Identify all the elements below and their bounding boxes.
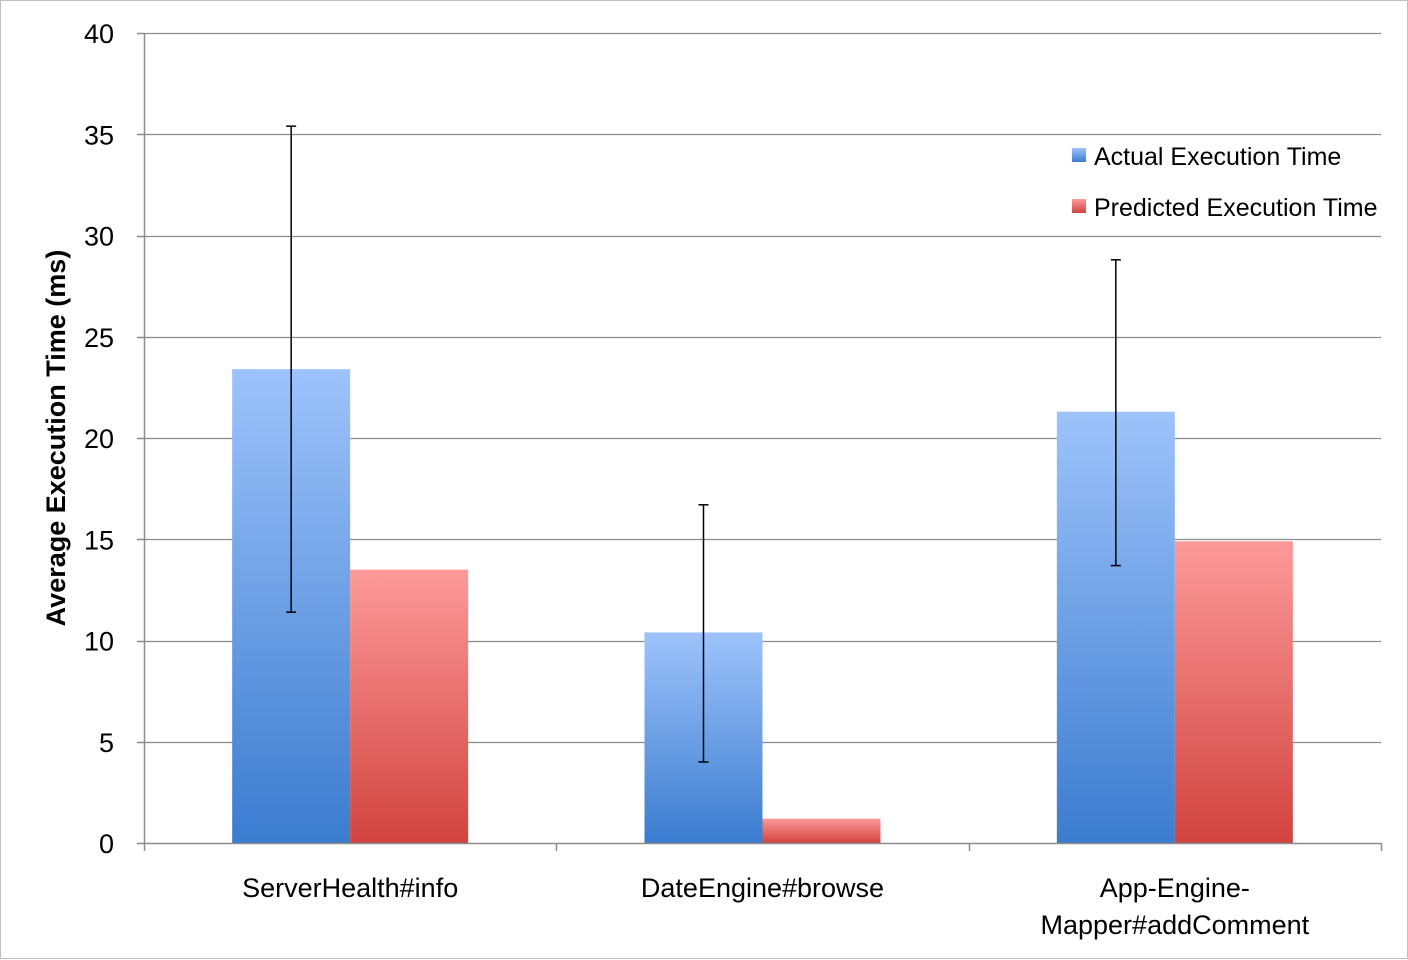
- legend-label: Predicted Execution Time: [1094, 194, 1377, 222]
- y-axis-title: Average Execution Time (ms): [41, 250, 71, 627]
- y-tick-label: 25: [84, 323, 114, 353]
- bar-predicted-1: [762, 818, 881, 843]
- legend-item-actual: Actual Execution Time: [1072, 143, 1341, 171]
- error-bar-0: [286, 125, 297, 613]
- y-tick-label: 0: [99, 829, 114, 859]
- x-category-label: App-Engine-Mapper#addComment: [1041, 873, 1310, 940]
- x-category-label: DateEngine#browse: [641, 873, 884, 903]
- y-tick-label: 15: [84, 525, 114, 555]
- y-tick-label: 20: [84, 424, 114, 454]
- x-category-labels: ServerHealth#info DateEngine#browse App-En…: [242, 873, 1310, 940]
- error-bar-1: [698, 504, 709, 763]
- y-tick-label: 30: [84, 222, 114, 252]
- legend: Actual Execution Time Predicted Execution…: [1072, 143, 1377, 222]
- y-tick-label: 35: [84, 120, 114, 150]
- legend-swatch: [1072, 148, 1086, 162]
- legend-label: Actual Execution Time: [1094, 143, 1341, 171]
- bar-predicted-0: [350, 569, 469, 843]
- error-bar-2: [1110, 259, 1121, 567]
- bars: [232, 369, 1293, 843]
- y-tick-label: 40: [84, 19, 114, 49]
- y-tick-label: 10: [84, 627, 114, 657]
- error-bars: [286, 125, 1121, 763]
- bar-predicted-2: [1174, 541, 1293, 843]
- x-category-label: ServerHealth#info: [242, 873, 458, 903]
- legend-swatch: [1072, 199, 1086, 213]
- y-tick-label: 5: [99, 728, 114, 758]
- legend-item-predicted: Predicted Execution Time: [1072, 194, 1377, 222]
- y-tick-labels: 0 5 10 15 20 25 30 35 40: [84, 19, 114, 859]
- axes: [137, 32, 1383, 851]
